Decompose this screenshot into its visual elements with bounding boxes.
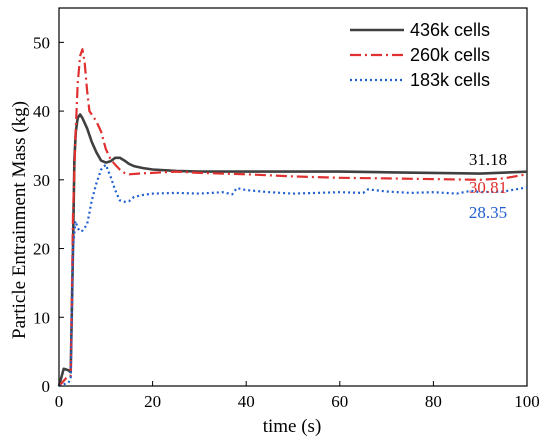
series-line-1 <box>57 113 528 387</box>
x-tick-label: 60 <box>331 392 348 411</box>
y-tick-label: 0 <box>42 377 51 396</box>
y-tick-label: 20 <box>33 240 50 259</box>
y-tick-label: 50 <box>33 33 50 52</box>
x-tick-label: 40 <box>238 392 255 411</box>
legend-label: 436k cells <box>410 20 490 40</box>
legend-label: 183k cells <box>410 70 490 90</box>
x-axis-title: time (s) <box>263 416 322 437</box>
x-tick-label: 20 <box>144 392 161 411</box>
y-tick-label: 30 <box>33 171 50 190</box>
end-value-label: 30.81 <box>469 178 507 197</box>
end-value-label: 31.18 <box>469 150 507 169</box>
legend-label: 260k cells <box>410 45 490 65</box>
end-value-label: 28.35 <box>469 203 507 222</box>
tick-layer: 0 10 20 30 40 50 0 20 40 60 80 100 <box>33 33 540 411</box>
x-tick-label: 0 <box>55 392 64 411</box>
series-line-2 <box>58 48 528 387</box>
plot-area <box>58 7 528 387</box>
series-line-3 <box>58 163 528 388</box>
legend: 436k cells 260k cells 183k cells <box>350 20 490 90</box>
annotations: 31.18 30.81 28.35 <box>469 150 507 222</box>
y-tick-label: 40 <box>33 102 50 121</box>
series-layer <box>57 48 528 388</box>
y-axis-title: Particle Entrainment Mass (kg) <box>9 101 30 339</box>
x-tick-label: 100 <box>514 392 540 411</box>
y-tick-label: 10 <box>33 308 50 327</box>
plot-border <box>58 7 528 387</box>
x-tick-label: 80 <box>425 392 442 411</box>
